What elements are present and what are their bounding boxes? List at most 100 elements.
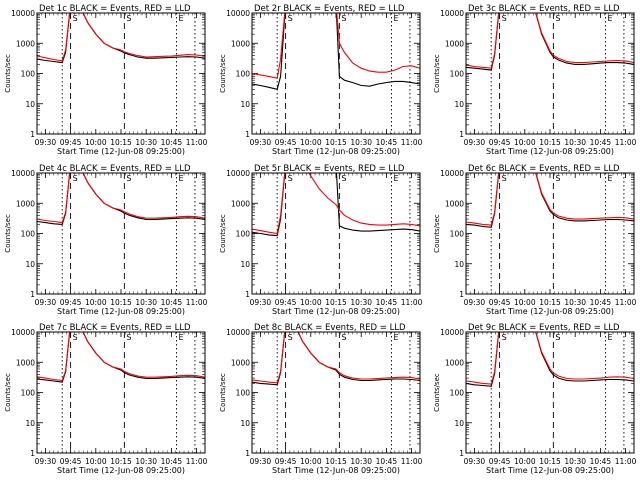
marker-label: S	[502, 333, 507, 342]
y-tick-label: 10000	[440, 328, 464, 337]
y-tick-label: 1000	[445, 39, 464, 48]
x-tick-label: 09:45	[275, 138, 297, 147]
x-tick-label: 09:45	[489, 298, 511, 307]
y-tick-label: 100	[21, 230, 36, 239]
marker-label: S	[341, 333, 346, 342]
x-axis-label: Start Time (12-Jun-08 09:25:00)	[57, 147, 185, 156]
y-tick-label: 10	[25, 100, 35, 109]
y-axis-label: Counts/sec	[219, 373, 227, 412]
marker-label: S	[555, 333, 560, 342]
x-tick-label: 10:15	[110, 138, 132, 147]
y-tick-label: 10	[454, 419, 464, 428]
x-tick-label: 09:45	[275, 298, 297, 307]
series-lld-line	[37, 13, 205, 62]
x-tick-label: 10:15	[539, 138, 561, 147]
y-tick-label: 10000	[226, 328, 250, 337]
y-tick-label: 1	[245, 449, 250, 458]
y-tick-label: 100	[450, 389, 465, 398]
marker-label: E	[178, 174, 183, 183]
panel-frame	[36, 12, 206, 135]
y-tick-label: 10000	[11, 9, 35, 18]
x-axis-label: Start Time (12-Jun-08 09:25:00)	[486, 466, 614, 475]
x-tick-label: 10:00	[514, 457, 536, 466]
panel-title: Det 3c BLACK = Events, RED = LLD	[468, 4, 620, 14]
marker-label: S	[341, 174, 346, 183]
x-tick-label: 10:00	[85, 138, 107, 147]
marker-label: S	[126, 14, 131, 23]
x-tick-label: 09:45	[489, 138, 511, 147]
x-tick-label: 09:45	[275, 457, 297, 466]
x-tick-label: 10:30	[135, 457, 157, 466]
y-axis-label: Counts/sec	[4, 373, 12, 412]
panel-title: Det 2r BLACK = Events, RED = LLD	[254, 4, 405, 14]
x-tick-label: 10:00	[514, 138, 536, 147]
x-axis-label: Start Time (12-Jun-08 09:25:00)	[486, 307, 614, 316]
y-tick-label: 10	[25, 419, 35, 428]
marker-label: S	[288, 14, 293, 23]
marker-label: E	[393, 174, 398, 183]
panel-frame	[465, 331, 635, 454]
y-axis-label: Counts/sec	[433, 54, 441, 93]
marker-label: E	[393, 333, 398, 342]
x-tick-label: 10:45	[590, 138, 612, 147]
x-tick-label: 10:45	[161, 138, 183, 147]
x-axis-label: Start Time (12-Jun-08 09:25:00)	[57, 307, 185, 316]
x-tick-label: 11:00	[615, 138, 637, 147]
x-tick-label: 10:00	[514, 298, 536, 307]
series-lld-line	[252, 332, 420, 384]
panel-title: Det 4c BLACK = Events, RED = LLD	[39, 164, 191, 174]
x-axis-label: Start Time (12-Jun-08 09:25:00)	[272, 466, 400, 475]
panel-frame	[36, 172, 206, 295]
series-events-line	[252, 13, 420, 90]
marker-label: S	[341, 14, 346, 23]
x-tick-label: 10:15	[325, 298, 347, 307]
x-tick-label: 11:00	[615, 457, 637, 466]
x-tick-label: 11:00	[401, 138, 423, 147]
marker-label: S	[502, 174, 507, 183]
panel-title: Det 8c BLACK = Events, RED = LLD	[254, 323, 406, 333]
marker-label: E	[607, 174, 612, 183]
panel-title: Det 7c BLACK = Events, RED = LLD	[39, 323, 191, 333]
y-tick-label: 1000	[445, 358, 464, 367]
series-lld-line	[37, 173, 205, 224]
y-tick-label: 1	[245, 290, 250, 299]
panel-2: Det 2r BLACK = Events, RED = LLD 1 10 100 10…	[219, 4, 423, 156]
panel-frame	[251, 172, 421, 295]
panel-title: Det 9c BLACK = Events, RED = LLD	[468, 323, 620, 333]
y-tick-label: 1	[30, 130, 35, 139]
x-tick-label: 09:30	[35, 138, 57, 147]
series-events-line	[252, 173, 420, 237]
x-axis-label: Start Time (12-Jun-08 09:25:00)	[486, 147, 614, 156]
y-tick-label: 100	[21, 389, 36, 398]
y-axis-label: Counts/sec	[433, 373, 441, 412]
y-tick-label: 100	[236, 389, 251, 398]
marker-label: S	[555, 174, 560, 183]
y-tick-label: 10	[25, 260, 35, 269]
x-tick-label: 09:30	[250, 298, 272, 307]
x-tick-label: 10:30	[350, 298, 372, 307]
x-tick-label: 10:45	[161, 298, 183, 307]
y-tick-label: 100	[21, 70, 36, 79]
x-tick-label: 10:30	[564, 298, 586, 307]
y-tick-label: 10000	[226, 169, 250, 178]
x-axis-label: Start Time (12-Jun-08 09:25:00)	[272, 307, 400, 316]
panel-4: Det 4c BLACK = Events, RED = LLD 1 10 100 10…	[4, 164, 208, 316]
panel-7: Det 7c BLACK = Events, RED = LLD 1 10 100 10…	[4, 323, 208, 475]
x-axis-label: Start Time (12-Jun-08 09:25:00)	[272, 147, 400, 156]
panel-9: Det 9c BLACK = Events, RED = LLD 1 10 100 10…	[433, 323, 637, 475]
x-tick-label: 10:30	[564, 138, 586, 147]
marker-label: S	[555, 14, 560, 23]
y-tick-label: 10	[240, 260, 250, 269]
x-tick-label: 10:00	[85, 298, 107, 307]
y-tick-label: 1000	[231, 39, 250, 48]
series-lld-line	[37, 332, 205, 382]
y-tick-label: 1000	[16, 199, 35, 208]
panel-5: Det 5r BLACK = Events, RED = LLD 1 10 100 10…	[219, 164, 423, 316]
x-tick-label: 09:30	[250, 457, 272, 466]
y-tick-label: 10000	[440, 169, 464, 178]
y-tick-label: 1	[459, 449, 464, 458]
y-tick-label: 1000	[231, 358, 250, 367]
panel-frame	[465, 172, 635, 295]
